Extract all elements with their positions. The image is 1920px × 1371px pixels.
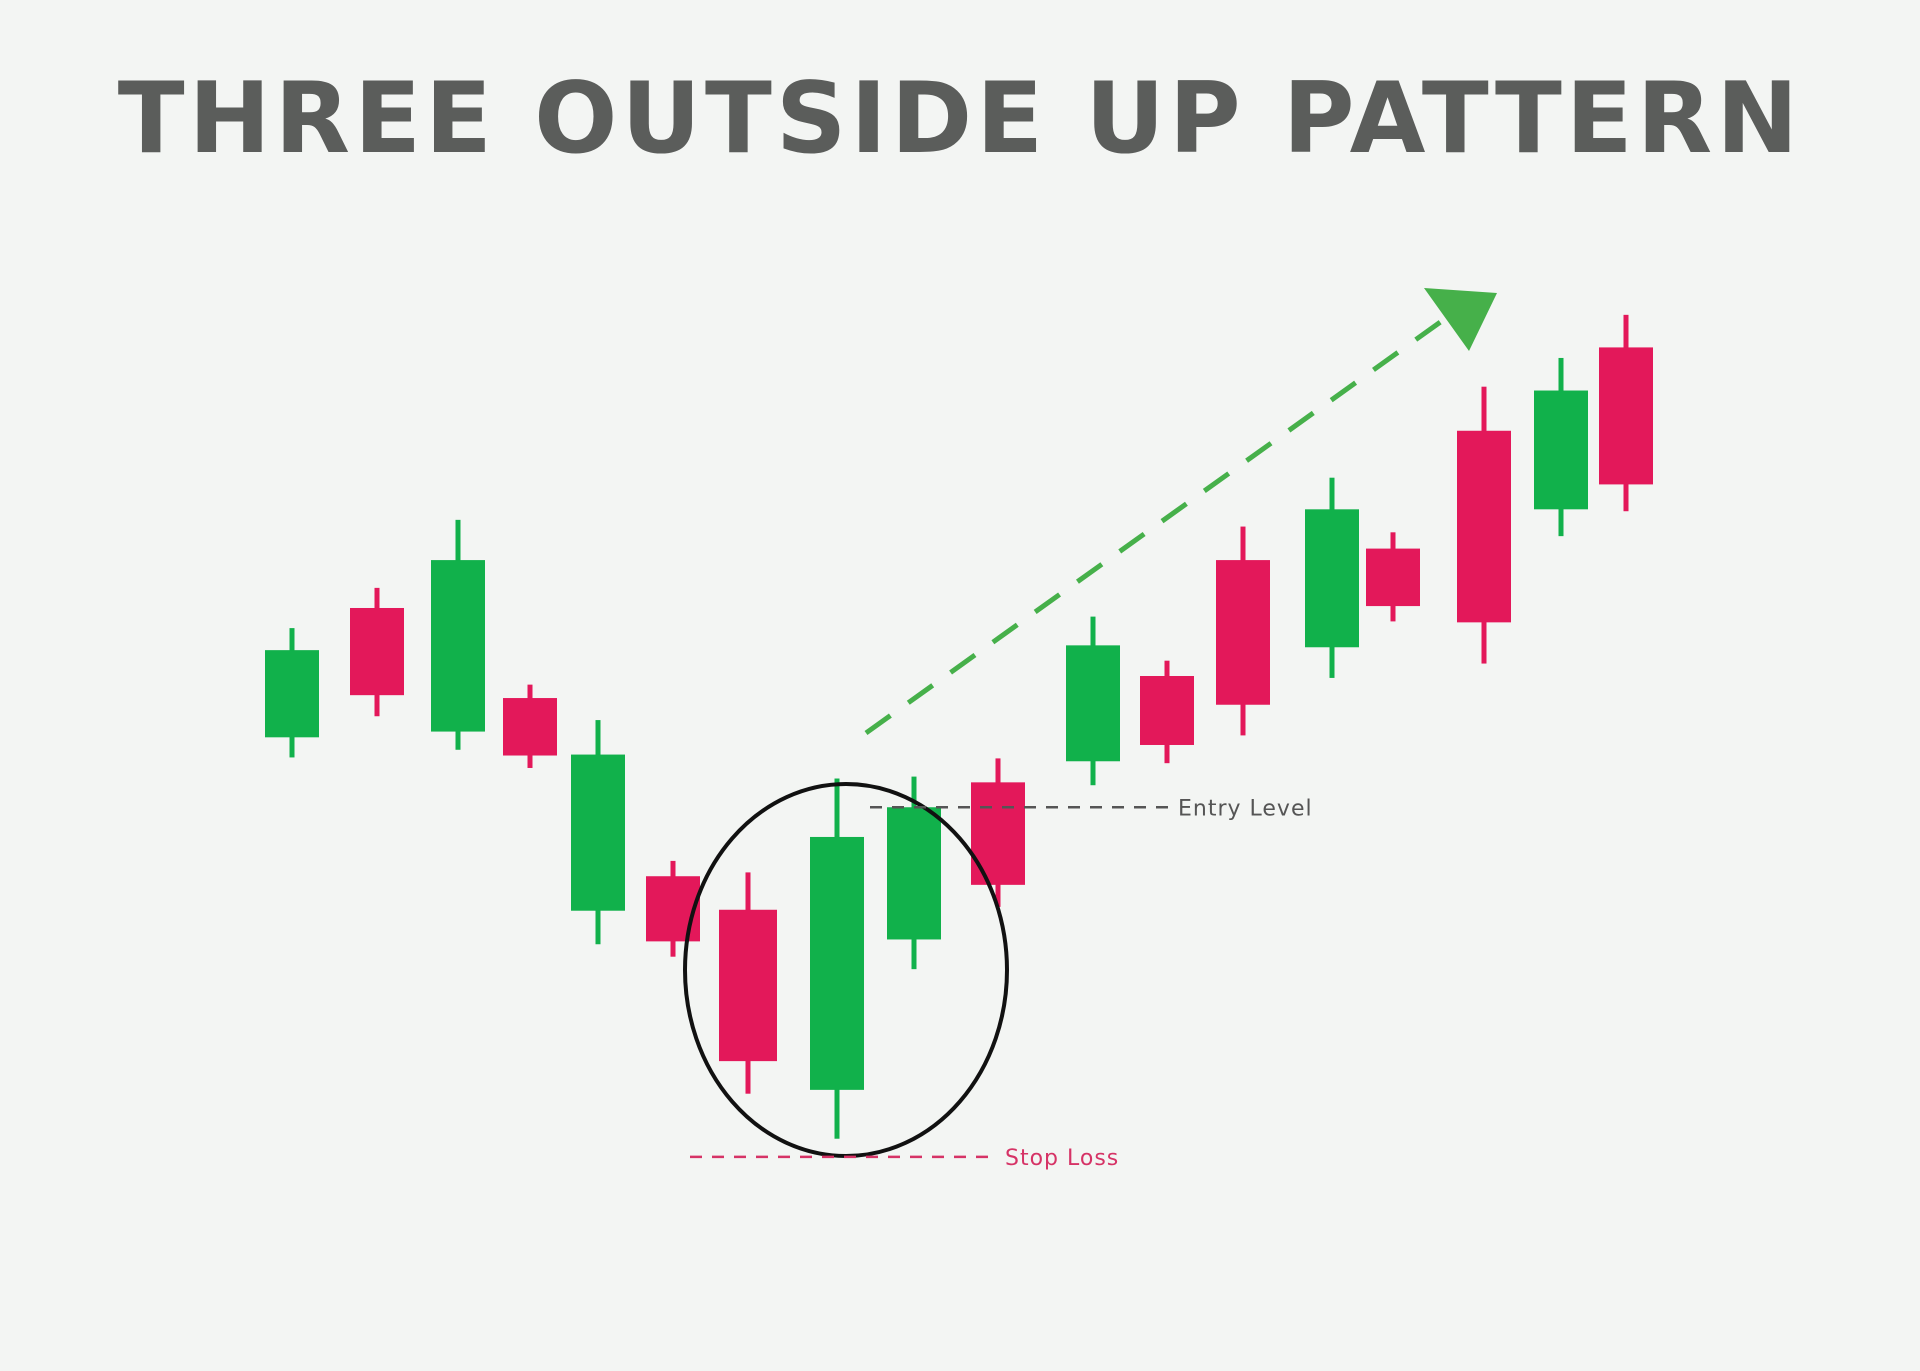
entry-level-label: Entry Level	[1178, 796, 1313, 821]
candle	[265, 628, 319, 758]
candle	[1216, 526, 1270, 736]
candle-body	[1457, 430, 1511, 623]
arrow-head-icon	[1424, 288, 1497, 351]
candle	[1599, 314, 1653, 512]
candle	[571, 720, 625, 945]
candle-body	[571, 754, 625, 911]
candle-body	[1066, 645, 1120, 762]
candle-body	[265, 650, 319, 738]
candle	[719, 872, 777, 1094]
stop-loss-label: Stop Loss	[1005, 1146, 1119, 1171]
candle	[350, 587, 404, 717]
trend-arrow-line	[864, 305, 1462, 736]
candle	[1305, 477, 1359, 678]
candle-body	[719, 909, 777, 1062]
candle	[431, 519, 485, 750]
candle	[1457, 386, 1511, 664]
candle-body	[810, 836, 864, 1090]
candle-body	[503, 698, 557, 756]
candle-body	[1599, 347, 1653, 485]
candle	[1534, 357, 1588, 537]
candle	[646, 860, 700, 957]
candle	[503, 684, 557, 768]
candle	[1066, 616, 1120, 786]
candle	[1366, 532, 1420, 622]
candle-body	[1534, 390, 1588, 510]
candle-body	[1366, 548, 1420, 607]
candle-body	[1216, 560, 1270, 705]
chart-title: THREE OUTSIDE UP PATTERN	[117, 62, 1803, 176]
candle	[1140, 660, 1194, 764]
candle	[810, 778, 864, 1139]
candle-body	[1305, 509, 1359, 648]
candle-body	[971, 782, 1025, 885]
candle-body	[887, 807, 941, 940]
candle	[971, 758, 1025, 907]
candle-body	[431, 560, 485, 732]
candle-body	[350, 607, 404, 696]
candle-body	[1140, 676, 1194, 745]
candle-body	[646, 876, 700, 942]
candle	[887, 776, 941, 970]
